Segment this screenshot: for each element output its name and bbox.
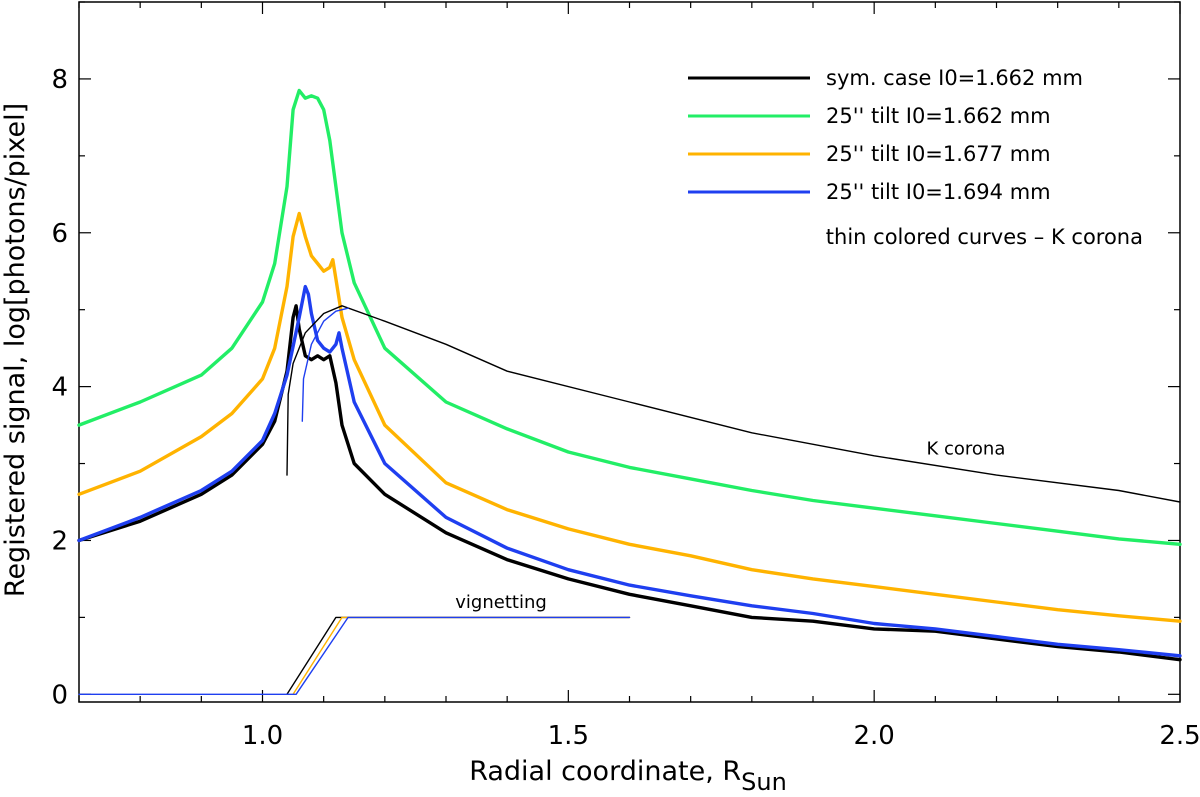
series-line-25-tilt-i0-1-662-mm xyxy=(77,88,1182,546)
series-line-25-tilt-i0-1-694-mm xyxy=(77,284,1182,658)
series-layer xyxy=(77,88,1182,695)
x-tick-label: 1.5 xyxy=(548,721,589,751)
y-tick-label: 4 xyxy=(51,373,68,403)
x-tick-label: 2.0 xyxy=(853,721,894,751)
legend: sym. case I0=1.662 mm 25'' tilt I0=1.662 … xyxy=(688,66,1143,249)
annotation-label: vignetting xyxy=(455,592,547,613)
y-tick-label: 0 xyxy=(51,680,68,710)
legend-entry-label: 25'' tilt I0=1.694 mm xyxy=(826,180,1051,204)
series-line-vignetting-1-694 xyxy=(78,616,631,695)
y-tick-label: 8 xyxy=(51,65,68,95)
series-line-25-tilt-i0-1-677-mm xyxy=(77,211,1182,623)
legend-entry-label: sym. case I0=1.662 mm xyxy=(826,66,1083,90)
legend-entry-label: 25'' tilt I0=1.662 mm xyxy=(826,104,1051,128)
series-line-k-corona xyxy=(286,305,1181,503)
axes-frame: 1.0 1.5 2.0 2.5 0 2 4 6 8 xyxy=(51,1,1200,751)
series-line-k-corona-tilted xyxy=(301,307,349,422)
annotation-label: K corona xyxy=(926,438,1005,459)
y-tick-label: 6 xyxy=(51,219,68,249)
x-axis-label: Radial coordinate, RSun xyxy=(469,756,787,796)
legend-entry-label: 25'' tilt I0=1.677 mm xyxy=(826,142,1051,166)
series-line-vignetting-1-677 xyxy=(292,616,631,695)
series-line-vignetting-sym xyxy=(286,616,631,695)
legend-note: thin colored curves – K corona xyxy=(826,225,1143,249)
axis-labels: Radial coordinate, RSun Registered signa… xyxy=(0,103,787,796)
annotations: K corona vignetting xyxy=(455,438,1005,613)
x-tick-label: 1.0 xyxy=(242,721,283,751)
y-tick-label: 2 xyxy=(51,526,68,556)
series-line-sym-case-i0-1-662-mm xyxy=(77,304,1182,662)
x-tick-label: 2.5 xyxy=(1159,721,1200,751)
y-axis-label: Registered signal, log[photons/pixel] xyxy=(0,103,31,597)
